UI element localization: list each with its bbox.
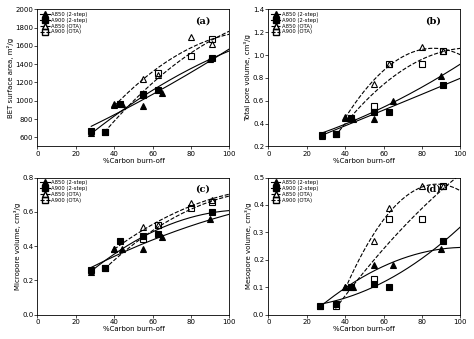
Y-axis label: Mesopore volume, cm³/g: Mesopore volume, cm³/g: [245, 203, 252, 289]
Text: (b): (b): [425, 16, 441, 25]
X-axis label: %Carbon burn-off: %Carbon burn-off: [333, 326, 395, 332]
Legend: A850 (2-step), A900 (2-step), A850 (OTA), A900 (OTA): A850 (2-step), A900 (2-step), A850 (OTA)…: [270, 179, 319, 204]
Text: (c): (c): [195, 184, 210, 194]
Text: (d): (d): [425, 184, 441, 194]
Legend: A850 (2-step), A900 (2-step), A850 (OTA), A900 (OTA): A850 (2-step), A900 (2-step), A850 (OTA)…: [39, 11, 89, 36]
Y-axis label: BET surface area, m²/g: BET surface area, m²/g: [7, 38, 14, 118]
Text: (a): (a): [195, 16, 210, 25]
X-axis label: %Carbon burn-off: %Carbon burn-off: [102, 158, 164, 164]
Y-axis label: Total pore volume, cm³/g: Total pore volume, cm³/g: [245, 35, 252, 121]
Y-axis label: Micropore volume, cm³/g: Micropore volume, cm³/g: [14, 202, 21, 290]
Legend: A850 (2-step), A900 (2-step), A850 (OTA), A900 (OTA): A850 (2-step), A900 (2-step), A850 (OTA)…: [39, 179, 89, 204]
Legend: A850 (2-step), A900 (2-step), A850 (OTA), A900 (OTA): A850 (2-step), A900 (2-step), A850 (OTA)…: [270, 11, 319, 36]
X-axis label: %Carbon burn-off: %Carbon burn-off: [333, 158, 395, 164]
X-axis label: %Carbon burn-off: %Carbon burn-off: [102, 326, 164, 332]
